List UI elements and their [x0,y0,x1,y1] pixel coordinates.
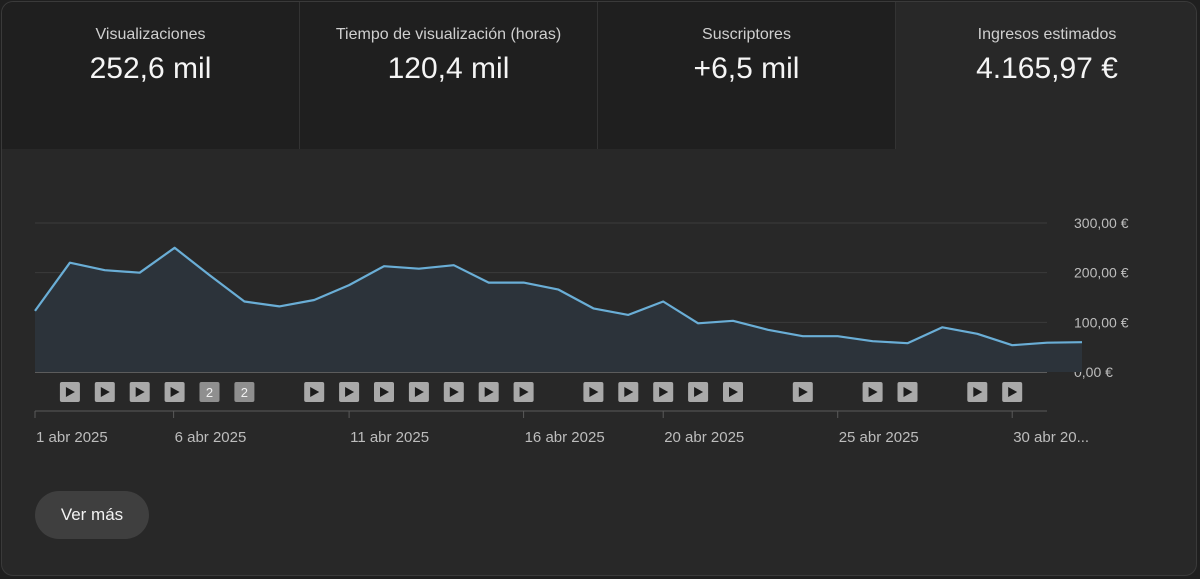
y-tick-label: 100,00 € [1074,314,1129,330]
video-marker-icon[interactable] [618,382,639,402]
chart-series-line [34,246,1083,347]
x-tick-label: 16 abr 2025 [525,429,605,446]
metric-value: 252,6 mil [89,52,212,85]
video-marker-icon[interactable] [1002,382,1023,402]
video-marker-icon[interactable] [443,382,464,402]
video-marker-icon[interactable] [897,382,918,402]
video-marker-icon[interactable] [59,382,80,402]
y-tick-label: 200,00 € [1074,265,1129,281]
metric-label: Suscriptores [702,26,791,43]
y-tick-label: 0,00 € [1074,364,1113,380]
svg-text:2: 2 [206,385,213,400]
video-count-marker[interactable]: 2 [234,382,255,402]
x-tick-label: 20 abr 2025 [664,429,744,446]
video-marker-icon[interactable] [339,382,360,402]
metrics-row: Visualizaciones 252,6 mil Tiempo de visu… [2,2,1196,149]
metric-label: Tiempo de visualización (horas) [335,26,562,43]
video-marker-icon[interactable] [478,382,499,402]
x-tick-label: 11 abr 2025 [350,429,429,446]
see-more-button[interactable]: Ver más [35,491,149,539]
video-marker-icon[interactable] [374,382,394,402]
chart-area-fill [35,247,1082,372]
video-marker-icon[interactable] [408,382,429,402]
metric-label: Visualizaciones [95,26,206,43]
metric-watch-time[interactable]: Tiempo de visualización (horas) 120,4 mi… [300,2,598,149]
video-marker-icon[interactable] [94,382,115,402]
metric-views[interactable]: Visualizaciones 252,6 mil [2,2,300,149]
x-tick-label: 6 abr 2025 [175,429,247,446]
metric-label: Ingresos estimados [977,26,1117,43]
video-marker-icon[interactable] [967,382,988,402]
x-tick-label: 30 abr 20... [1013,429,1089,446]
svg-text:2: 2 [241,385,248,400]
metric-value: 4.165,97 € [976,52,1118,85]
video-marker-icon[interactable] [862,382,883,402]
x-tick-label: 25 abr 2025 [839,429,919,446]
video-marker-icon[interactable] [653,382,674,402]
video-marker-icon[interactable] [129,382,150,402]
video-marker-icon[interactable] [304,382,325,402]
video-count-marker[interactable]: 2 [199,382,220,402]
video-marker-icon[interactable] [164,382,185,402]
revenue-chart: 0,00 € 100,00 € 200,00 € 300,00 € 1 abr 2025… [34,215,1129,446]
x-tick-label: 1 abr 2025 [36,429,108,446]
video-marker-icon[interactable] [583,382,604,402]
metric-value: 120,4 mil [387,52,510,85]
metric-value: +6,5 mil [693,52,800,85]
video-marker-icon[interactable] [688,382,709,402]
video-marker-icon[interactable] [792,382,813,402]
video-marker-icon[interactable] [723,382,743,402]
y-tick-label: 300,00 € [1074,215,1129,231]
metric-revenue[interactable]: Ingresos estimados 4.165,97 € [896,2,1196,149]
video-marker-icon[interactable] [513,382,534,402]
metric-subscribers[interactable]: Suscriptores +6,5 mil [598,2,896,149]
